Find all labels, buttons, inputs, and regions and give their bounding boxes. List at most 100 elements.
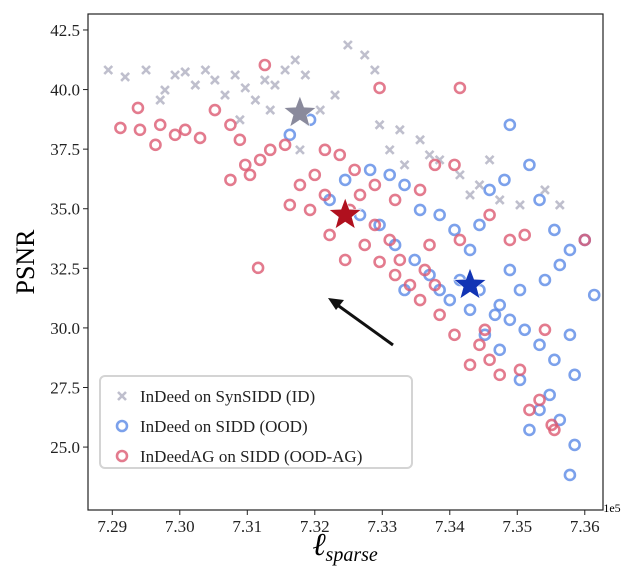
point	[178, 123, 192, 137]
point	[280, 65, 291, 75]
centroid-star	[453, 267, 488, 300]
point	[115, 419, 129, 433]
x-tick-label: 7.33	[367, 517, 397, 536]
point	[533, 393, 546, 407]
point	[149, 138, 162, 152]
point	[238, 158, 252, 172]
point	[160, 85, 170, 95]
point	[394, 124, 405, 135]
plot-frame	[87, 13, 604, 511]
point	[453, 81, 467, 95]
point	[415, 134, 426, 145]
legend-label: InDeed on SIDD (OOD)	[140, 417, 308, 436]
point	[463, 358, 477, 372]
point	[587, 288, 601, 302]
point	[538, 273, 552, 287]
point	[503, 233, 517, 247]
point	[315, 105, 326, 115]
point	[224, 173, 237, 187]
point	[333, 148, 347, 162]
x-tick-label: 7.36	[570, 517, 600, 536]
point	[563, 328, 577, 342]
point	[369, 65, 380, 75]
point	[293, 178, 307, 192]
point	[141, 65, 151, 75]
point	[133, 123, 147, 137]
point	[243, 168, 257, 182]
point	[518, 323, 532, 337]
point	[348, 163, 361, 177]
point	[220, 90, 230, 100]
x-label-main: ℓ	[312, 526, 326, 562]
point	[190, 80, 201, 90]
point	[398, 178, 411, 192]
point	[342, 40, 353, 50]
point	[478, 328, 492, 342]
point	[251, 261, 265, 275]
point	[403, 278, 417, 292]
point	[434, 154, 445, 165]
point	[303, 203, 317, 217]
point	[115, 449, 129, 463]
point	[323, 228, 336, 242]
legend-label: InDeed on SynSIDD (ID)	[140, 387, 315, 406]
point	[488, 308, 502, 322]
point	[428, 158, 442, 172]
point	[383, 233, 397, 247]
point	[474, 179, 485, 190]
point	[533, 338, 546, 352]
point	[454, 169, 465, 180]
point	[338, 253, 352, 267]
y-tick-label: 42.5	[50, 21, 80, 40]
point	[209, 75, 220, 85]
point	[224, 118, 237, 132]
point	[368, 178, 382, 192]
point	[473, 338, 486, 352]
point	[155, 95, 166, 105]
point	[513, 283, 527, 297]
point	[363, 163, 377, 177]
x-tick-label: 7.35	[502, 517, 532, 536]
point	[563, 243, 577, 257]
point	[270, 80, 280, 90]
point	[368, 218, 382, 232]
point	[428, 278, 442, 292]
point	[358, 238, 372, 252]
y-tick-label: 30.0	[50, 319, 80, 338]
point	[453, 233, 467, 247]
point	[233, 133, 247, 147]
y-tick-label: 32.5	[50, 259, 80, 278]
point	[483, 208, 496, 222]
point	[308, 168, 322, 182]
y-tick-label: 37.5	[50, 140, 80, 159]
point	[300, 70, 311, 80]
point	[253, 153, 267, 167]
point	[553, 258, 567, 272]
point	[540, 184, 550, 195]
arrow-head	[328, 298, 344, 310]
point	[494, 194, 505, 205]
point	[353, 188, 367, 202]
point	[418, 263, 432, 277]
point	[523, 403, 536, 417]
point	[103, 65, 114, 75]
point	[463, 243, 477, 257]
y-tick-label: 40.0	[50, 81, 80, 100]
point	[554, 199, 565, 210]
point	[478, 323, 492, 337]
point	[413, 293, 427, 307]
arrow	[328, 298, 394, 347]
point	[424, 149, 435, 160]
point	[373, 81, 386, 95]
point	[374, 119, 385, 130]
point	[295, 144, 305, 155]
point	[493, 343, 507, 357]
x-label-sub: sparse	[326, 544, 378, 566]
point	[283, 198, 297, 212]
point	[568, 368, 581, 382]
point	[200, 65, 211, 75]
point	[153, 118, 167, 132]
y-axis-label: PSNR	[11, 229, 40, 295]
point	[543, 388, 556, 402]
point	[483, 353, 496, 367]
